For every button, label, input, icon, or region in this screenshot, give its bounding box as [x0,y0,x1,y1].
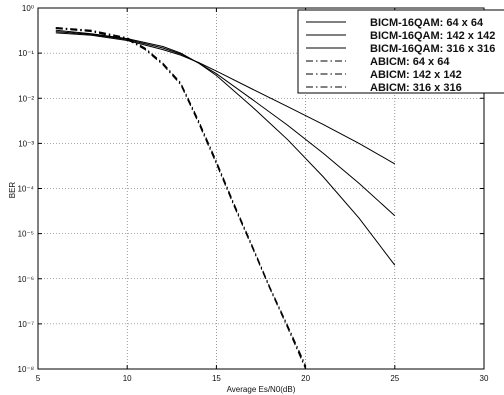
axis-ticks: 5 10 15 20 25 30 10⁰ 10⁻¹ 10⁻² 10⁻³ 10⁻⁴ 10⁻⁵ 10⁻⁶ 10… [17,4,489,383]
legend-label: BICM-16QAM: 64 x 64 [370,17,484,29]
legend-label: BICM-16QAM: 142 x 142 [370,30,495,42]
series-line-2 [55,31,396,217]
x-tick-label: 20 [301,374,310,383]
x-tick-label: 5 [36,374,41,383]
series-line-1 [55,32,396,165]
y-tick-label: 10⁻⁸ [18,365,35,374]
legend-label: BICM-16QAM: 316 x 316 [370,43,495,55]
y-tick-label: 10⁻³ [18,139,34,148]
series-line-3 [55,29,396,266]
x-tick-label: 30 [480,374,489,383]
legend-label: ABICM: 142 x 142 [370,69,462,81]
y-tick-label: 10⁻¹ [18,49,34,58]
y-tick-label: 10⁻⁶ [18,275,34,284]
y-tick-label: 10⁻⁷ [18,320,34,329]
series-line-4 [55,28,307,370]
legend-box [297,9,504,94]
y-axis-label: BER [8,182,17,199]
y-tick-label: 10⁻² [18,94,34,103]
legend-label: ABICM: 316 x 316 [370,82,462,94]
y-tick-label: 10⁻⁵ [18,230,34,239]
y-tick-label: 10⁰ [22,4,34,13]
x-tick-label: 25 [390,374,399,383]
x-axis-label: Average Es/N0(dB) [227,385,296,394]
series-line-6 [55,27,307,366]
x-tick-label: 10 [123,374,132,383]
legend-label: ABICM: 64 x 64 [370,56,450,68]
series-line-5 [55,27,307,368]
x-tick-label: 15 [212,374,221,383]
y-tick-label: 10⁻⁴ [17,185,34,194]
series-lines [55,27,396,370]
